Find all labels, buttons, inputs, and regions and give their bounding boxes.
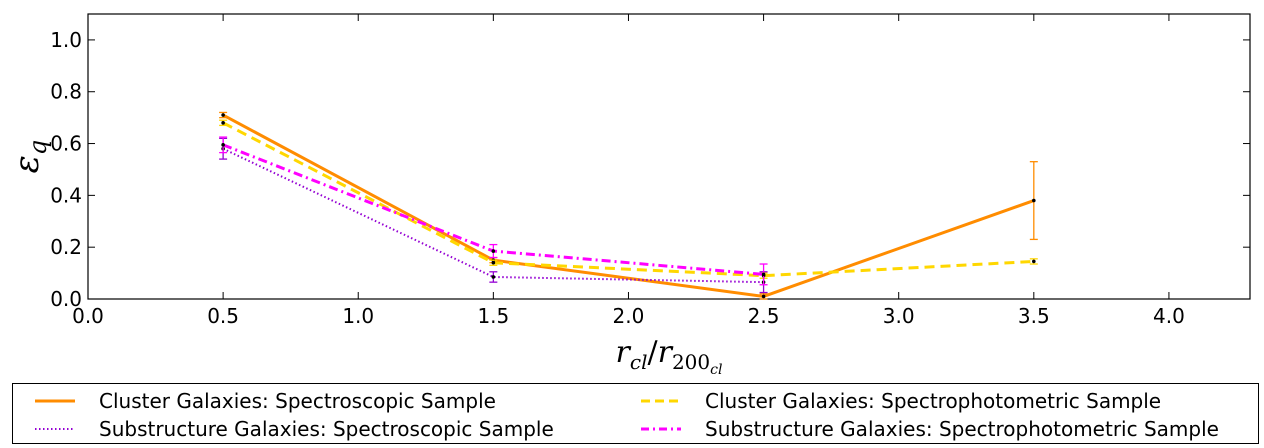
legend-label: Substructure Galaxies: Spectroscopic Sam… <box>99 417 554 441</box>
series-0 <box>219 111 1038 300</box>
data-point <box>1032 198 1036 203</box>
legend-item-substructure-spectroscopic: Substructure Galaxies: Spectroscopic Sam… <box>35 415 554 443</box>
x-tick-label: 3.0 <box>883 304 915 328</box>
y-tick-label: 1.0 <box>50 28 82 52</box>
y-tick-label: 0.4 <box>50 183 82 207</box>
series-line <box>222 113 1035 298</box>
series-3 <box>219 136 768 286</box>
data-point <box>761 294 766 299</box>
series-1 <box>219 119 1038 279</box>
data-point <box>221 143 225 147</box>
legend: Cluster Galaxies: Spectroscopic Sample C… <box>12 383 1259 444</box>
y-tick-label: 0.2 <box>50 235 82 259</box>
legend-label: Cluster Galaxies: Spectrophotometric Sam… <box>705 389 1162 413</box>
x-tick-label: 1.5 <box>477 304 509 328</box>
data-point <box>491 275 496 279</box>
y-tick-label: 0.8 <box>50 80 82 104</box>
series-line <box>222 121 1034 278</box>
data-point <box>1032 259 1036 264</box>
legend-swatch-dashdot <box>641 427 681 431</box>
legend-item-cluster-spectrophotometric: Cluster Galaxies: Spectrophotometric Sam… <box>641 387 1161 415</box>
series-2 <box>219 137 768 294</box>
legend-swatch-solid <box>35 399 75 403</box>
data-point <box>491 260 496 265</box>
x-tick-label: 0.0 <box>72 304 104 328</box>
legend-item-cluster-spectroscopic: Cluster Galaxies: Spectroscopic Sample <box>35 387 496 415</box>
legend-item-substructure-spectrophotometric: Substructure Galaxies: Spectrophotometri… <box>641 415 1219 443</box>
data-point <box>761 272 766 277</box>
ticks-layer: 0.0 0.5 1.0 1.5 2.0 2.5 3.0 3.5 4.0 0.0 0.2 0.4 0.6 0… <box>50 14 1250 328</box>
y-tick-label: 0.0 <box>50 287 82 311</box>
series-layer <box>219 111 1038 300</box>
legend-label: Cluster Galaxies: Spectroscopic Sample <box>99 389 496 413</box>
legend-swatch-dashed <box>641 399 681 403</box>
x-tick-label: 4.0 <box>1153 304 1185 328</box>
y-axis-label: εq <box>7 140 52 174</box>
x-tick-label: 3.5 <box>1018 304 1050 328</box>
data-point <box>221 113 225 117</box>
x-tick-label: 0.5 <box>207 304 239 328</box>
y-tick-label: 0.6 <box>50 132 82 156</box>
data-point <box>491 249 496 253</box>
x-tick-label: 2.5 <box>748 304 780 328</box>
chart: 0.0 0.5 1.0 1.5 2.0 2.5 3.0 3.5 4.0 0.0 0.2 0.4 0.6 0… <box>7 13 1251 378</box>
x-axis-label: rcl/r200cl <box>616 335 723 378</box>
x-tick-label: 1.0 <box>342 304 374 328</box>
legend-swatch-dotted <box>35 428 75 430</box>
plot-frame <box>87 13 1251 300</box>
legend-label: Substructure Galaxies: Spectrophotometri… <box>705 417 1219 441</box>
x-tick-label: 2.0 <box>613 304 645 328</box>
data-point <box>221 121 225 125</box>
